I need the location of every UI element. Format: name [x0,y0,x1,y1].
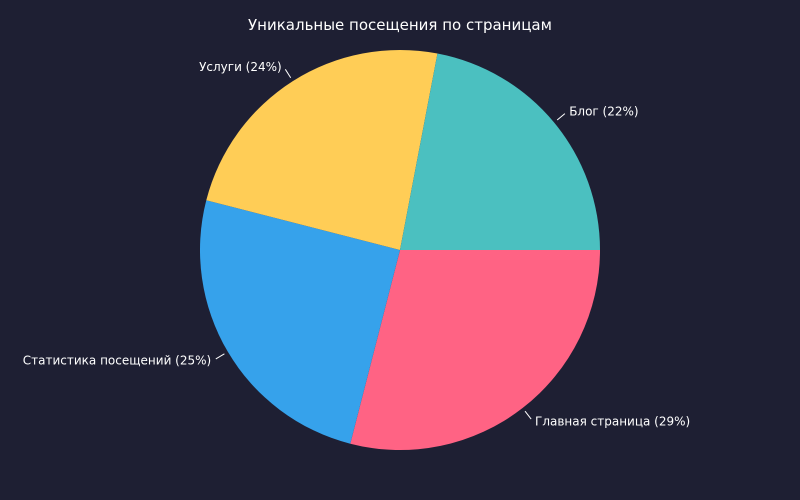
slice-label-1: Главная страница (29%) [535,414,690,428]
pie-slice-4 [400,53,600,250]
slice-label-2: Статистика посещений (25%) [23,353,211,367]
leader-line-4 [556,113,566,121]
slice-label-3: Услуги (24%) [199,60,282,74]
chart-title: Уникальные посещения по страницам [248,16,552,34]
pie-slices [199,49,600,451]
leader-line-2 [215,353,225,360]
leader-line-1 [524,410,532,420]
pie-slice-2 [199,200,400,444]
leader-line-3 [284,69,292,79]
pie-slice-1 [350,250,600,451]
pie-labels: Главная страница (29%) Статистика посещен… [23,60,690,429]
pie-slice-3 [206,49,438,250]
slice-label-4: Блог (22%) [569,105,638,119]
